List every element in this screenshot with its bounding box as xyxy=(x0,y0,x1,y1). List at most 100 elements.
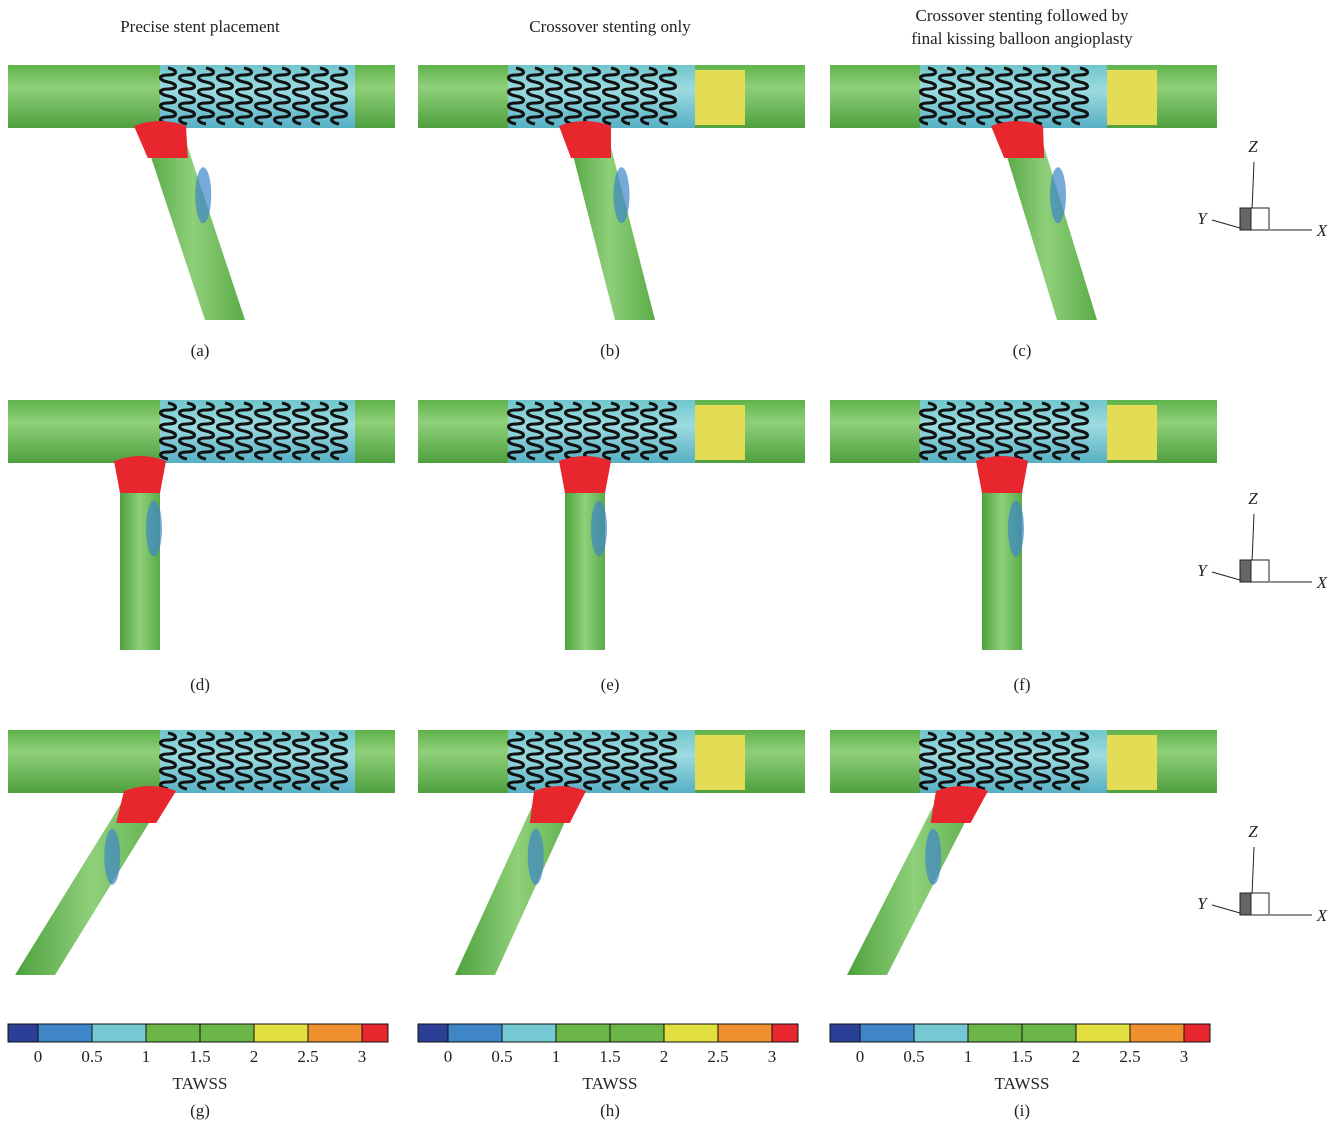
colorbar-segment xyxy=(502,1024,556,1042)
colorbar-tick-label: 2.5 xyxy=(707,1047,728,1066)
junction-hotspot xyxy=(116,786,176,823)
triad-box-dark xyxy=(1240,560,1251,582)
colorbar-segment xyxy=(914,1024,968,1042)
triad-label: X xyxy=(1316,221,1328,240)
panel-label: (c) xyxy=(1013,341,1032,360)
low-shear xyxy=(528,829,544,885)
colorbar-segment xyxy=(92,1024,146,1042)
colorbar-tick-label: 3 xyxy=(358,1047,367,1066)
panel-label: (b) xyxy=(600,341,620,360)
colorbar-segment xyxy=(362,1024,388,1042)
colorbar-segment xyxy=(610,1024,664,1042)
colorbar-tick-label: 0 xyxy=(444,1047,453,1066)
colorbar-segment xyxy=(38,1024,92,1042)
post-stent xyxy=(695,405,745,460)
colorbar-segment xyxy=(1130,1024,1184,1042)
low-shear xyxy=(614,167,630,223)
vessel-panel xyxy=(418,65,805,320)
triad-label: Z xyxy=(1248,489,1258,508)
colorbar-tick-label: 2.5 xyxy=(1119,1047,1140,1066)
vessel-panel xyxy=(830,65,1217,320)
colorbar-segment xyxy=(968,1024,1022,1042)
colorbar-tick-label: 1.5 xyxy=(1011,1047,1032,1066)
vessel-panel xyxy=(8,65,395,320)
colorbar-tick-label: 2.5 xyxy=(297,1047,318,1066)
colorbar-label: TAWSS xyxy=(583,1074,638,1093)
post-stent xyxy=(1107,70,1157,125)
junction-hotspot xyxy=(530,786,586,823)
colorbar-tick-label: 1 xyxy=(142,1047,151,1066)
colorbar-tick-label: 2 xyxy=(250,1047,259,1066)
colorbar-tick-label: 0 xyxy=(856,1047,865,1066)
post-stent xyxy=(1107,735,1157,790)
colorbar-segment xyxy=(146,1024,200,1042)
colorbar-segment xyxy=(448,1024,502,1042)
triad-label: Z xyxy=(1248,822,1258,841)
low-shear xyxy=(925,829,941,885)
colorbar-segment xyxy=(8,1024,38,1042)
low-shear xyxy=(591,500,607,556)
panel-label: (d) xyxy=(190,675,210,694)
colorbar-segment xyxy=(308,1024,362,1042)
colorbar-segment xyxy=(1022,1024,1076,1042)
colorbar-segment xyxy=(556,1024,610,1042)
junction-hotspot xyxy=(991,121,1044,158)
vessel-panel xyxy=(830,730,1217,975)
colorbar-segment xyxy=(200,1024,254,1042)
post-stent xyxy=(1107,405,1157,460)
triad-label: X xyxy=(1316,573,1328,592)
column-title: Precise stent placement xyxy=(120,17,280,36)
panel-label: (e) xyxy=(601,675,620,694)
triad-y xyxy=(1212,905,1240,913)
junction-hotspot xyxy=(976,456,1028,493)
post-stent xyxy=(695,735,745,790)
vessel-panel xyxy=(830,400,1217,650)
triad-y xyxy=(1212,220,1240,228)
colorbar-tick-label: 1.5 xyxy=(599,1047,620,1066)
junction-hotspot xyxy=(134,121,188,158)
low-shear xyxy=(1050,167,1066,223)
colorbar-tick-label: 0 xyxy=(34,1047,43,1066)
colorbar-label: TAWSS xyxy=(173,1074,228,1093)
colorbar-segment xyxy=(830,1024,860,1042)
post-stent xyxy=(695,70,745,125)
panel-label: (a) xyxy=(191,341,210,360)
triad-label: Y xyxy=(1197,209,1208,228)
colorbar-tick-label: 1.5 xyxy=(189,1047,210,1066)
colorbar-segment xyxy=(1076,1024,1130,1042)
colorbar-segment xyxy=(718,1024,772,1042)
junction-hotspot xyxy=(559,121,611,158)
column-title: Crossover stenting only xyxy=(529,17,691,36)
vessel-panel xyxy=(8,400,395,650)
figure: Precise stent placement Crossover stentin… xyxy=(0,0,1343,1136)
triad-box xyxy=(1251,893,1269,915)
colorbar-segment xyxy=(772,1024,798,1042)
panel-label: (h) xyxy=(600,1101,620,1120)
colorbar-segment xyxy=(418,1024,448,1042)
colorbar-tick-label: 3 xyxy=(768,1047,777,1066)
colorbar-tick-label: 2 xyxy=(1072,1047,1081,1066)
colorbar-segment xyxy=(860,1024,914,1042)
triad-label: Y xyxy=(1197,894,1208,913)
triad-box-dark xyxy=(1240,208,1251,230)
colorbar-segment xyxy=(254,1024,308,1042)
low-shear xyxy=(195,167,211,223)
colorbar-segment xyxy=(1184,1024,1210,1042)
triad-z xyxy=(1252,847,1254,895)
triad-label: Y xyxy=(1197,561,1208,580)
panel-label: (g) xyxy=(190,1101,210,1120)
triad-box xyxy=(1251,560,1269,582)
triad-z xyxy=(1252,514,1254,562)
junction-hotspot xyxy=(931,786,988,823)
low-shear xyxy=(1008,500,1024,556)
triad-box-dark xyxy=(1240,893,1251,915)
low-shear xyxy=(104,829,120,885)
column-title: Crossover stenting followed by xyxy=(916,6,1129,25)
triad-label: X xyxy=(1316,906,1328,925)
vessel-panel xyxy=(418,400,805,650)
vessel-panel xyxy=(418,730,805,975)
colorbar-tick-label: 0.5 xyxy=(903,1047,924,1066)
junction-hotspot xyxy=(114,456,166,493)
colorbar-label: TAWSS xyxy=(995,1074,1050,1093)
triad-label: Z xyxy=(1248,137,1258,156)
